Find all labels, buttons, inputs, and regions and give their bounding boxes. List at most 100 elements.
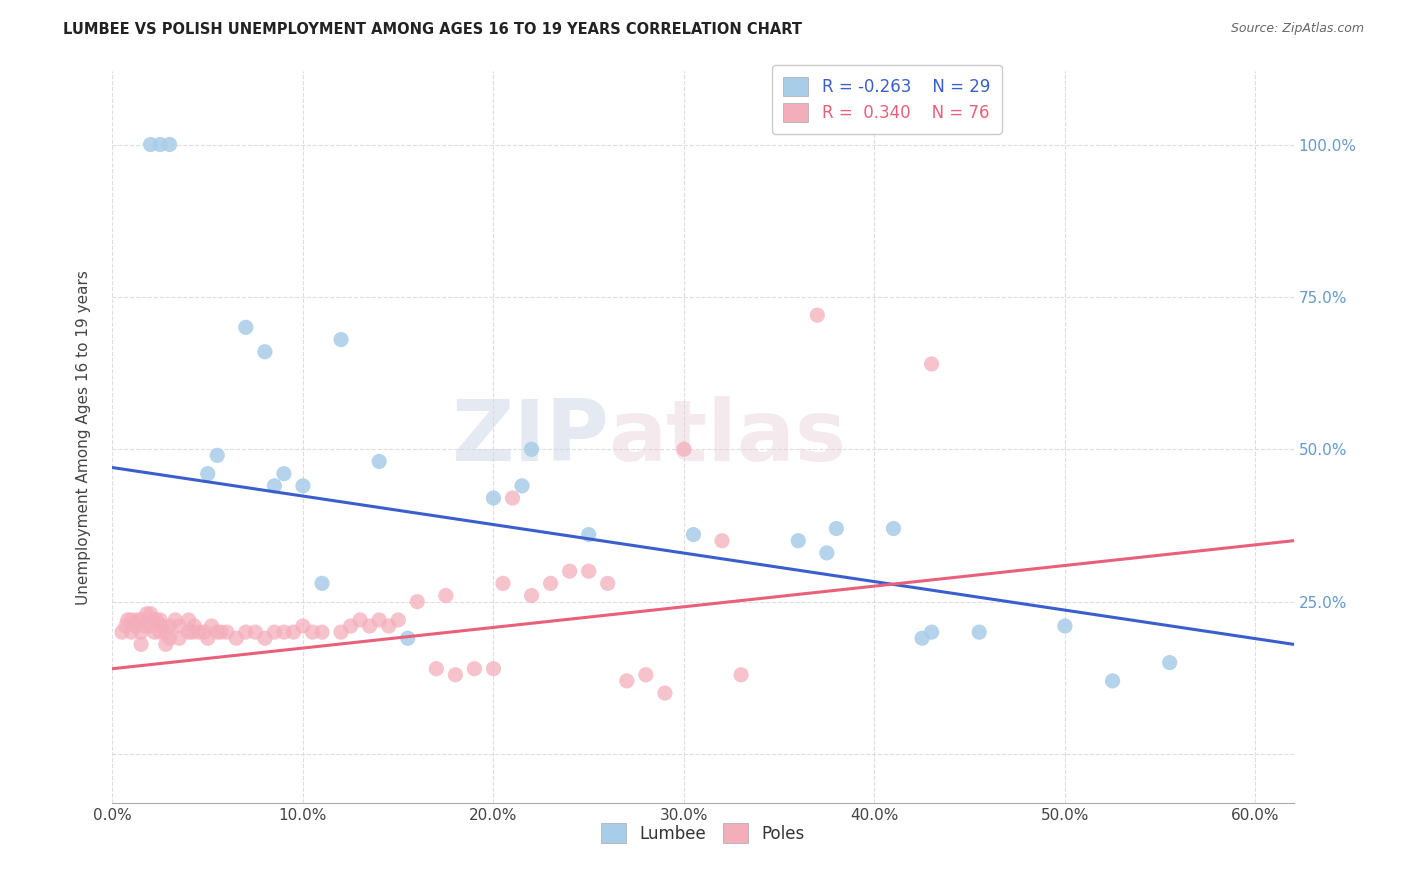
Point: [135, 607, 157, 621]
Point: [911, 632, 934, 646]
Point: [482, 491, 505, 505]
Point: [301, 625, 323, 640]
Point: [967, 625, 990, 640]
Point: [235, 625, 257, 640]
Point: [177, 613, 200, 627]
Point: [502, 491, 524, 505]
Point: [291, 479, 314, 493]
Point: [225, 632, 247, 646]
Point: [177, 625, 200, 640]
Point: [124, 619, 146, 633]
Point: [263, 625, 285, 640]
Point: [139, 137, 162, 152]
Point: [463, 662, 485, 676]
Point: [1101, 673, 1123, 688]
Point: [121, 625, 143, 640]
Point: [482, 662, 505, 676]
Point: [155, 637, 177, 651]
Text: LUMBEE VS POLISH UNEMPLOYMENT AMONG AGES 16 TO 19 YEARS CORRELATION CHART: LUMBEE VS POLISH UNEMPLOYMENT AMONG AGES…: [63, 22, 803, 37]
Point: [425, 662, 447, 676]
Point: [245, 625, 267, 640]
Point: [616, 673, 638, 688]
Point: [368, 613, 391, 627]
Point: [215, 625, 238, 640]
Y-axis label: Unemployment Among Ages 16 to 19 years: Unemployment Among Ages 16 to 19 years: [76, 269, 91, 605]
Point: [596, 576, 619, 591]
Point: [141, 613, 163, 627]
Point: [330, 333, 353, 347]
Point: [311, 625, 333, 640]
Point: [114, 619, 136, 633]
Point: [396, 632, 419, 646]
Point: [129, 637, 152, 651]
Point: [1159, 656, 1181, 670]
Point: [167, 632, 190, 646]
Point: [377, 619, 399, 633]
Point: [159, 619, 181, 633]
Point: [330, 625, 353, 640]
Point: [1053, 619, 1076, 633]
Point: [263, 479, 285, 493]
Point: [273, 467, 295, 481]
Point: [127, 613, 149, 627]
Point: [787, 533, 810, 548]
Text: atlas: atlas: [609, 395, 846, 479]
Point: [406, 594, 429, 608]
Point: [520, 442, 543, 457]
Point: [111, 625, 134, 640]
Point: [283, 625, 305, 640]
Point: [349, 613, 371, 627]
Point: [197, 467, 219, 481]
Point: [235, 320, 257, 334]
Point: [121, 613, 143, 627]
Point: [921, 357, 943, 371]
Point: [434, 589, 457, 603]
Point: [149, 613, 172, 627]
Point: [187, 625, 209, 640]
Point: [181, 625, 204, 640]
Point: [129, 613, 152, 627]
Point: [139, 607, 162, 621]
Point: [167, 619, 190, 633]
Point: [558, 564, 581, 578]
Text: Source: ZipAtlas.com: Source: ZipAtlas.com: [1230, 22, 1364, 36]
Point: [672, 442, 695, 457]
Point: [159, 632, 181, 646]
Point: [193, 625, 215, 640]
Point: [149, 625, 172, 640]
Point: [711, 533, 734, 548]
Text: ZIP: ZIP: [451, 395, 609, 479]
Point: [311, 576, 333, 591]
Point: [129, 625, 152, 640]
Point: [339, 619, 361, 633]
Point: [155, 625, 177, 640]
Point: [815, 546, 838, 560]
Point: [825, 521, 848, 535]
Point: [492, 576, 515, 591]
Point: [444, 667, 467, 681]
Point: [682, 527, 704, 541]
Point: [882, 521, 904, 535]
Point: [149, 137, 172, 152]
Point: [253, 344, 276, 359]
Point: [368, 454, 391, 468]
Point: [159, 137, 181, 152]
Point: [145, 613, 167, 627]
Point: [730, 667, 752, 681]
Point: [273, 625, 295, 640]
Point: [143, 625, 166, 640]
Point: [253, 632, 276, 646]
Point: [207, 625, 229, 640]
Point: [209, 625, 232, 640]
Point: [540, 576, 562, 591]
Point: [183, 619, 205, 633]
Legend: Lumbee, Poles: Lumbee, Poles: [595, 817, 811, 849]
Point: [165, 613, 187, 627]
Point: [806, 308, 828, 322]
Point: [387, 613, 409, 627]
Point: [578, 527, 600, 541]
Point: [654, 686, 676, 700]
Point: [510, 479, 533, 493]
Point: [578, 564, 600, 578]
Point: [921, 625, 943, 640]
